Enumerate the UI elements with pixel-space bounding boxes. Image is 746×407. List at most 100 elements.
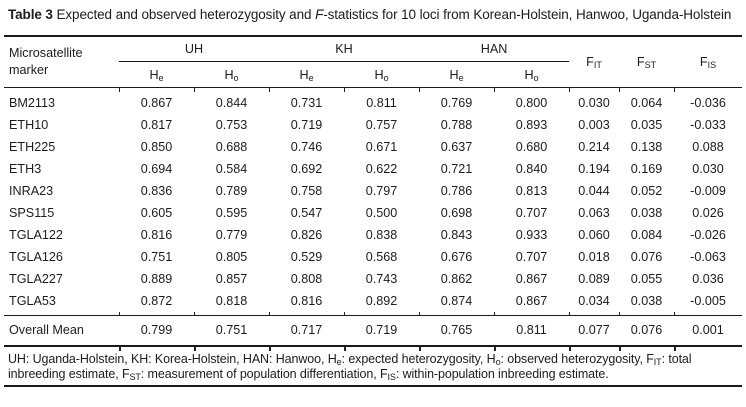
marker-cell: ETH10	[9, 117, 49, 132]
value-cell: 0.030	[578, 95, 610, 110]
value-cell: 0.035	[630, 117, 663, 132]
value-cell: 0.743	[365, 271, 398, 286]
value-cell: 0.637	[440, 139, 473, 154]
value-cell: 0.694	[140, 161, 173, 176]
he-subscript: e	[308, 73, 314, 83]
value-cell: -0.009	[690, 183, 726, 198]
value-cell: 0.818	[215, 293, 248, 308]
fis-base: F	[699, 54, 708, 69]
column-boundary-tick	[569, 346, 571, 351]
caption-italic-f: F	[315, 7, 324, 22]
value-cell: -0.005	[690, 293, 726, 308]
column-boundary-tick	[618, 311, 675, 316]
column-boundary-tick	[494, 346, 496, 351]
value-cell: 0.779	[215, 227, 248, 242]
he-subscript: e	[158, 73, 164, 83]
value-cell: 0.838	[365, 227, 398, 242]
summary-value-cell: 0.799	[140, 323, 173, 338]
value-cell: 0.769	[440, 95, 473, 110]
value-cell: 0.529	[290, 249, 323, 264]
col-header-han-ho: Ho	[494, 62, 569, 88]
ho-subscript: o	[533, 73, 539, 83]
column-boundary-tick-row	[4, 87, 743, 92]
he-base: H	[449, 67, 459, 82]
summary-value-cell: 0.001	[692, 323, 724, 338]
value-cell: 0.840	[515, 161, 548, 176]
col-header-fit: FIT	[569, 36, 619, 88]
column-boundary-tick	[193, 87, 270, 92]
value-cell: 0.753	[215, 117, 248, 132]
value-cell: 0.500	[365, 205, 398, 220]
fst-subscript: ST	[644, 60, 657, 71]
he-subscript: e	[458, 73, 464, 83]
value-cell: 0.089	[578, 271, 610, 286]
column-boundary-tick	[418, 311, 495, 316]
value-cell: 0.857	[215, 271, 248, 286]
value-cell: 0.789	[215, 183, 248, 198]
table-row: TGLA227 0.889 0.857 0.808 0.743 0.862 0.867 0.0…	[4, 268, 742, 290]
summary-value-cell: 0.077	[578, 323, 610, 338]
column-boundary-tick	[674, 346, 676, 351]
table-row: SPS115 0.605 0.595 0.547 0.500 0.698 0.707 0.06…	[4, 202, 742, 224]
value-cell: 0.786	[440, 183, 473, 198]
marker-cell: TGLA126	[9, 249, 63, 264]
value-cell: 0.844	[215, 95, 248, 110]
marker-cell: TGLA227	[9, 271, 63, 286]
column-boundary-tick	[193, 311, 270, 316]
table-row: BM2113 0.867 0.844 0.731 0.811 0.769 0.800 0.03…	[4, 92, 742, 114]
value-cell: 0.889	[140, 271, 173, 286]
value-cell: 0.867	[515, 271, 548, 286]
value-cell: 0.751	[140, 249, 173, 264]
column-boundary-tick	[673, 87, 743, 92]
value-cell: 0.692	[290, 161, 323, 176]
value-cell: 0.688	[215, 139, 248, 154]
col-header-han-he: He	[419, 62, 494, 88]
ho-base: H	[224, 67, 234, 82]
value-cell: 0.595	[215, 205, 248, 220]
value-cell: 0.038	[630, 293, 663, 308]
value-cell: -0.036	[690, 95, 726, 110]
value-cell: 0.731	[290, 95, 323, 110]
summary-value-cell: 0.751	[215, 323, 248, 338]
value-cell: 0.214	[578, 139, 610, 154]
value-cell: 0.060	[578, 227, 610, 242]
value-cell: 0.746	[290, 139, 323, 154]
summary-value-cell: 0.811	[516, 323, 547, 338]
value-cell: 0.862	[440, 271, 473, 286]
value-cell: 0.850	[140, 139, 173, 154]
column-boundary-tick	[119, 346, 121, 351]
value-cell: 0.843	[440, 227, 473, 242]
value-cell: 0.874	[440, 293, 473, 308]
summary-row: Overall Mean 0.799 0.751 0.717 0.719 0.765 0.8…	[4, 315, 743, 346]
col-header-uh-he: He	[119, 62, 194, 88]
value-cell: 0.805	[215, 249, 248, 264]
col-header-kh-ho: Ho	[344, 62, 419, 88]
column-boundary-tick	[493, 311, 570, 316]
fit-subscript: IT	[593, 60, 602, 71]
group-header-uh: UH	[119, 35, 270, 62]
value-cell: 0.084	[630, 227, 663, 242]
summary-marker-cell: Overall Mean	[9, 323, 84, 338]
column-boundary-tick	[418, 87, 495, 92]
table-row: TGLA53 0.872 0.818 0.816 0.892 0.874 0.867 0.03…	[4, 290, 742, 312]
summary-value-cell: 0.717	[290, 323, 323, 338]
marker-cell: ETH225	[9, 139, 56, 154]
table-header: Microsatellite marker UH KH HAN FIT FST …	[4, 35, 743, 88]
marker-cell: TGLA53	[9, 293, 56, 308]
column-boundary-tick	[344, 346, 346, 351]
column-boundary-tick	[343, 311, 420, 316]
summary-value-cell: 0.719	[365, 323, 398, 338]
value-cell: 0.800	[515, 95, 548, 110]
fit-base: F	[586, 54, 594, 69]
table-row: ETH225 0.850 0.688 0.746 0.671 0.637 0.680 0.21…	[4, 136, 742, 158]
column-boundary-tick	[269, 346, 271, 351]
caption-text-post: -statistics for 10 loci from Korean-Hols…	[323, 7, 732, 22]
value-cell: 0.018	[578, 249, 610, 264]
table-caption: Table 3 Expected and observed heterozygo…	[4, 4, 742, 24]
group-header-kh: KH	[269, 35, 420, 62]
value-cell: 0.044	[578, 183, 610, 198]
ho-subscript: o	[233, 73, 239, 83]
table-body: BM2113 0.867 0.844 0.731 0.811 0.769 0.800 0.03…	[4, 87, 743, 346]
column-boundary-tick	[568, 87, 620, 92]
value-cell: 0.169	[630, 161, 663, 176]
